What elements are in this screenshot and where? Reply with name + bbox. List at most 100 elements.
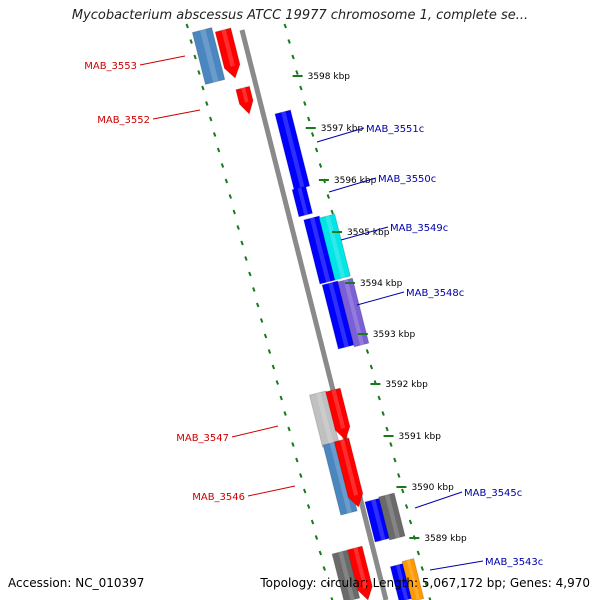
gene-label: MAB_3550c <box>328 174 436 193</box>
svg-text:MAB_3543c: MAB_3543c <box>485 557 543 568</box>
boundary-dot <box>209 116 213 122</box>
boundary-dot <box>310 519 315 525</box>
boundary-dot <box>381 411 385 416</box>
boundary-dot <box>322 566 326 571</box>
boundary-dot <box>295 457 299 463</box>
gene-features <box>191 26 425 600</box>
boundary-dot <box>291 54 295 60</box>
boundary-dot <box>259 318 264 323</box>
svg-text:MAB_3545c: MAB_3545c <box>464 488 522 499</box>
boundary-dot <box>310 132 315 137</box>
boundary-dot <box>404 504 409 509</box>
boundary-dot <box>236 225 240 230</box>
boundary-dot <box>291 442 295 447</box>
gene-label: MAB_3547 <box>176 425 279 444</box>
gene-label: MAB_3545c <box>414 488 522 509</box>
boundary-dot <box>244 256 248 261</box>
boundary-dot <box>224 178 229 184</box>
boundary-dot <box>389 442 393 447</box>
boundary-dot <box>369 364 374 370</box>
genome-backbone <box>239 29 389 600</box>
map-title: Mycobacterium abscessus ATCC 19977 chrom… <box>71 8 529 23</box>
boundary-dot <box>416 550 421 556</box>
gene-label: MAB_3552 <box>97 109 201 126</box>
gene-feature <box>291 185 314 218</box>
boundary-dot <box>267 349 272 354</box>
genome-stats-text: Topology: circular; Length: 5,067,172 bp… <box>260 576 590 590</box>
boundary-dot <box>385 426 389 432</box>
gene-feature <box>318 213 352 281</box>
boundary-dot <box>303 101 307 106</box>
gene-feature <box>191 26 226 86</box>
boundary-dot <box>314 147 319 153</box>
gene-feature <box>378 492 406 541</box>
boundary-dot <box>212 132 217 137</box>
boundary-dot <box>228 194 232 199</box>
boundary-dot <box>330 209 334 215</box>
boundary-dot <box>401 488 405 494</box>
gene-label: MAB_3551c <box>316 124 424 143</box>
boundary-dot <box>424 581 428 587</box>
svg-text:MAB_3548c: MAB_3548c <box>406 288 464 299</box>
boundary-dot <box>283 411 287 416</box>
boundary-dot <box>275 380 279 385</box>
boundary-dot <box>299 473 303 478</box>
boundary-dot <box>201 85 205 91</box>
boundary-dot <box>185 23 189 29</box>
gene-feature <box>235 85 254 115</box>
boundary-dot <box>263 333 268 339</box>
boundary-dot <box>197 70 201 75</box>
boundary-dot <box>248 271 252 277</box>
ruler-tick-label: 3593 kbp <box>373 330 416 340</box>
boundary-dot <box>306 504 311 509</box>
ruler-tick-label: 3598 kbp <box>308 72 351 82</box>
svg-text:MAB_3546: MAB_3546 <box>192 492 245 503</box>
svg-text:MAB_3550c: MAB_3550c <box>378 174 436 185</box>
svg-text:MAB_3552: MAB_3552 <box>97 115 150 126</box>
gene-feature <box>331 549 361 600</box>
ruler-tick-label: 3589 kbp <box>424 534 467 544</box>
boundary-dot <box>287 39 291 44</box>
gene-labels: MAB_3553 MAB_3552 MAB_3551c MAB_3550c MAB_35… <box>84 55 543 571</box>
boundary-dot <box>318 550 323 556</box>
boundary-dot <box>283 23 287 29</box>
svg-text:MAB_3551c: MAB_3551c <box>366 124 424 135</box>
boundary-dot <box>271 364 276 370</box>
ruler-tick-label: 3591 kbp <box>399 432 442 442</box>
boundary-dot <box>220 163 225 168</box>
boundary-dot <box>307 116 311 122</box>
gene-label: MAB_3549c <box>340 223 448 241</box>
gene-feature <box>337 277 370 348</box>
boundary-dot <box>240 240 244 246</box>
boundary-dot <box>377 395 381 401</box>
boundary-dot <box>299 85 303 91</box>
svg-text:MAB_3547: MAB_3547 <box>176 433 229 444</box>
ruler-tick-label: 3592 kbp <box>385 380 428 390</box>
boundary-dot <box>189 39 193 44</box>
svg-text:MAB_3553: MAB_3553 <box>84 61 137 72</box>
boundary-dot <box>256 302 260 308</box>
boundary-dot <box>303 488 307 494</box>
boundary-dot <box>397 473 401 478</box>
gene-label: MAB_3548c <box>356 288 464 306</box>
gene-feature <box>303 215 337 285</box>
gene-label: MAB_3546 <box>192 485 296 503</box>
boundary-dot <box>408 519 413 525</box>
gene-label: MAB_3543c <box>429 557 543 571</box>
gene-feature <box>214 27 241 79</box>
gene-feature <box>333 437 364 508</box>
boundary-dot <box>393 457 397 463</box>
left-dotted-boundary <box>185 23 334 600</box>
boundary-dot <box>365 349 370 354</box>
accession-text: Accession: NC_010397 <box>8 576 145 590</box>
ruler-tick-label: 3594 kbp <box>360 279 403 289</box>
boundary-dot <box>318 163 323 168</box>
boundary-dot <box>287 426 291 432</box>
ruler-tick-label: 3597 kbp <box>321 124 364 134</box>
boundary-dot <box>252 287 256 292</box>
ruler-tick-label: 3595 kbp <box>347 228 390 238</box>
gene-feature <box>346 545 373 600</box>
ruler-ticks: 3598 kbp 3597 kbp 3596 kbp 3595 kbp 3594 kbp… <box>292 72 467 544</box>
ruler-tick-label: 3590 kbp <box>411 483 454 493</box>
